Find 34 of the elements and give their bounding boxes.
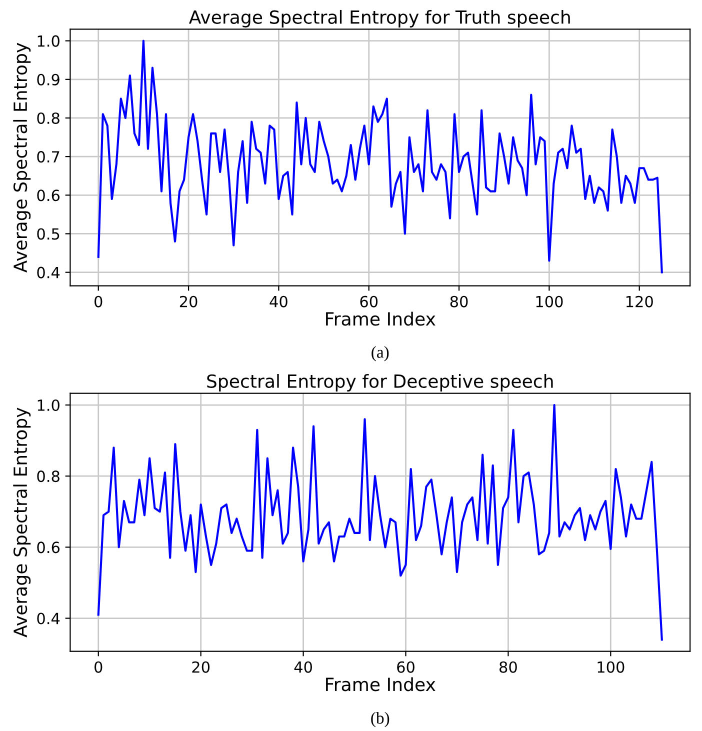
x-tick-label: 120 [626,296,653,308]
x-tick-label: 0 [94,296,102,308]
x-axis-title: Frame Index [326,677,436,692]
y-tick-label: 0.9 [37,74,60,86]
x-tick-label: 60 [360,296,378,308]
x-tick-label: 0 [94,661,102,673]
x-tick-label: 40 [270,296,288,308]
y-tick-label: 1.0 [38,35,60,47]
text: (a) [372,346,389,362]
y-tick-label: 0.8 [37,470,60,482]
x-tick-label: 80 [450,296,468,308]
x-axis-title: Frame Index [326,312,436,326]
y-tick-label: 0.7 [37,151,60,163]
line-series [97,404,663,641]
y-axis-title: Average Spectral Entropy [13,408,31,638]
chart-title: Average Spectral Entropy for Truth speech [188,10,570,28]
x-tick-label: 100 [536,296,563,308]
line-series [97,40,663,274]
text: (b) [371,712,390,728]
y-tick-label: 1.0 [38,399,60,412]
y-tick-label: 0.8 [37,112,60,124]
y-tick-label: 0.6 [37,542,60,554]
y-tick-label: 0.5 [37,228,60,240]
y-tick-label: 0.4 [37,612,60,624]
x-tick-label: 100 [598,661,624,673]
x-tick-label: 60 [397,661,414,673]
x-tick-label: 20 [192,661,210,673]
y-tick-label: 0.4 [37,266,60,278]
chart-title: Spectral Entropy for Deceptive speech [207,374,553,392]
x-tick-label: 80 [500,661,517,673]
x-tick-label: 20 [180,296,198,308]
x-tick-label: 40 [294,661,312,673]
y-axis-title: Average Spectral Entropy [13,42,31,273]
y-tick-label: 0.6 [37,190,60,202]
